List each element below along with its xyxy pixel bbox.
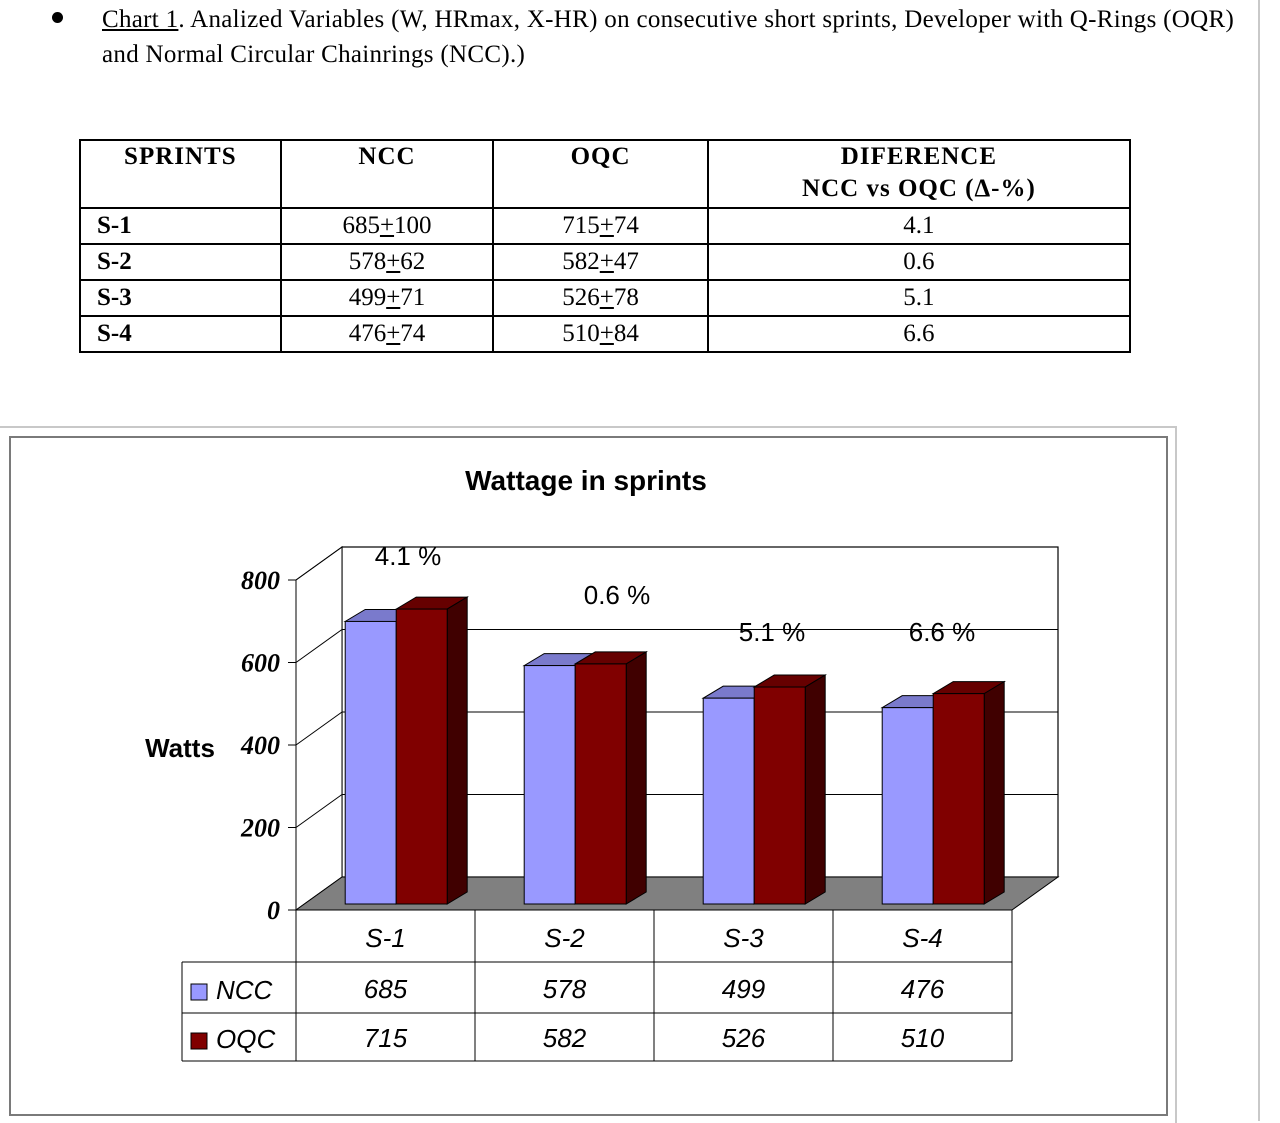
bar-side-oqc (983, 680, 1005, 905)
table-header-row: SPRINTS NCC OQC DIFERENCE NCC vs OQC (Δ-… (79, 139, 1132, 209)
header-difference-line2: NCC vs OQC (Δ-%) (802, 175, 1036, 202)
bar-oqc (932, 693, 985, 905)
cell-sprint: S-3 (79, 279, 282, 317)
header-ncc: NCC (279, 139, 495, 209)
header-sprints: SPRINTS (79, 139, 282, 209)
table-row: S-2 578+62 582+47 0.6 (79, 243, 1132, 281)
bar-ncc (881, 707, 934, 905)
bar-oqc (753, 686, 806, 905)
legend-label-oqc: OQC (216, 1024, 275, 1054)
legend-label-ncc: NCC (216, 975, 273, 1005)
x-tick-label: S-3 (723, 923, 764, 953)
bar-oqc (574, 663, 627, 905)
bar-ncc (344, 620, 397, 905)
gridline-side (295, 546, 343, 581)
table-row: S-3 499+71 526+78 5.1 (79, 279, 1132, 317)
cell-sprint: S-2 (79, 243, 282, 281)
x-tick-label: S-2 (544, 923, 585, 953)
data-label-oqc: 526 (722, 1023, 766, 1053)
legend-swatch-ncc (190, 983, 208, 1001)
y-axis-label: Watts (145, 733, 215, 763)
bar-annotation: 4.1 % (375, 541, 442, 571)
cell-ncc: 685+100 (279, 207, 495, 245)
bar-ncc (523, 665, 576, 905)
chart-outer-frame (0, 426, 1177, 1123)
bar-annotation: 5.1 % (739, 617, 806, 647)
header-difference-line1: DIFERENCE (840, 143, 998, 170)
bar-oqc (395, 608, 448, 905)
y-tick-label: 0 (267, 896, 280, 925)
x-tick-label: S-1 (365, 923, 405, 953)
cell-oqc: 526+78 (492, 279, 709, 317)
sprint-data-table: SPRINTS NCC OQC DIFERENCE NCC vs OQC (Δ-… (79, 139, 1132, 353)
bullet-icon (52, 12, 63, 23)
bar-side-oqc (446, 596, 468, 905)
data-label-ncc: 685 (364, 974, 408, 1004)
bar-annotation: 6.6 % (909, 617, 976, 647)
y-tick-label: 400 (240, 731, 280, 760)
chart-caption: Chart 1. Analized Variables (W, HRmax, X… (102, 2, 1252, 72)
chart-title: Wattage in sprints (465, 465, 707, 496)
cell-oqc: 582+47 (492, 243, 709, 281)
data-label-oqc: 510 (901, 1023, 945, 1053)
cell-diff: 4.1 (706, 207, 1132, 245)
data-label-ncc: 578 (543, 974, 587, 1004)
cell-sprint: S-4 (79, 315, 282, 353)
x-tick-label: S-4 (902, 923, 942, 953)
bar-side-oqc (625, 651, 647, 905)
bar-ncc (702, 697, 755, 905)
bar-side-oqc (804, 674, 826, 905)
gridline-side (295, 794, 343, 828)
caption-text: . Analized Variables (W, HRmax, X-HR) on… (102, 6, 1235, 68)
cell-ncc: 476+74 (279, 315, 495, 353)
data-label-oqc: 715 (364, 1023, 408, 1053)
cell-sprint: S-1 (79, 207, 282, 245)
data-label-ncc: 476 (901, 974, 945, 1004)
header-difference: DIFERENCE NCC vs OQC (Δ-%) (706, 139, 1132, 209)
bar-annotation: 0.6 % (584, 580, 651, 610)
cell-oqc: 510+84 (492, 315, 709, 353)
cell-diff: 6.6 (706, 315, 1132, 353)
data-label-oqc: 582 (543, 1023, 587, 1053)
table-row: S-1 685+100 715+74 4.1 (79, 207, 1132, 245)
cell-diff: 0.6 (706, 243, 1132, 281)
y-tick-label: 800 (241, 566, 280, 595)
cell-diff: 5.1 (706, 279, 1132, 317)
legend-swatch-oqc (190, 1032, 208, 1050)
table-row: S-4 476+74 510+84 6.6 (79, 315, 1132, 353)
y-tick-label: 200 (240, 814, 280, 843)
gridline-side (295, 711, 343, 746)
cell-ncc: 578+62 (279, 243, 495, 281)
header-oqc: OQC (492, 139, 709, 209)
chart-area-border (9, 436, 1168, 1116)
data-label-ncc: 499 (722, 974, 765, 1004)
caption-label: Chart 1 (102, 6, 179, 33)
gridline-side (295, 629, 343, 663)
cell-oqc: 715+74 (492, 207, 709, 245)
page-edge-line (1258, 0, 1260, 1121)
cell-ncc: 499+71 (279, 279, 495, 317)
chart-floor (294, 876, 1060, 911)
y-tick-label: 600 (241, 649, 280, 678)
